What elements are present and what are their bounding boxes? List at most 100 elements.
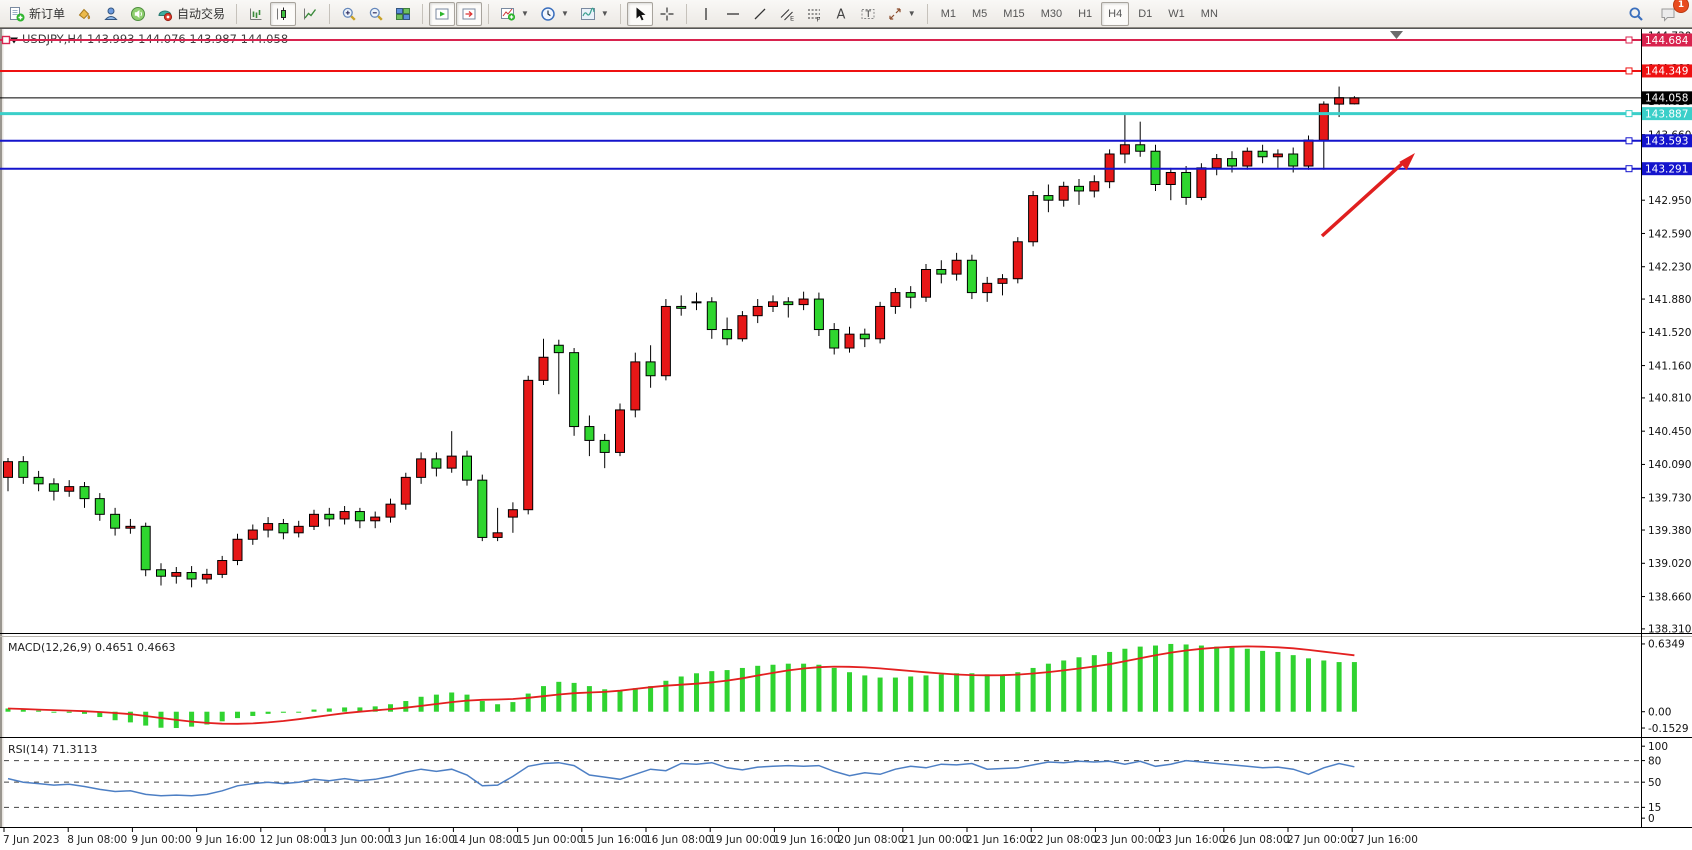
price-tick-label: 140.090 — [1648, 459, 1691, 471]
candle — [79, 481, 90, 508]
horizontal-line-object[interactable] — [0, 110, 1641, 118]
macd-bar — [724, 670, 730, 712]
auto-scroll-button[interactable] — [429, 1, 456, 26]
candle — [798, 291, 809, 311]
notification-badge[interactable]: 1 — [1673, 0, 1689, 13]
line-handle[interactable] — [1625, 110, 1633, 118]
timeframe-M5[interactable]: M5 — [965, 2, 994, 26]
trend-arrow-head[interactable] — [1399, 153, 1415, 171]
line-chart-icon — [304, 8, 317, 19]
candlestick-button[interactable] — [270, 1, 297, 26]
price-tag: 144.058 — [1642, 91, 1692, 105]
indicators-button[interactable]: ▼ — [495, 2, 534, 26]
toolbar-separator — [926, 3, 928, 24]
periods-button[interactable]: ▼ — [535, 2, 574, 26]
horizontal-line-object[interactable] — [0, 35, 1641, 45]
date-tick-label: 7 Jun 2023 — [3, 834, 59, 846]
text-button[interactable]: A — [828, 2, 854, 26]
timeframe-M30[interactable]: M30 — [1034, 2, 1069, 26]
bar-chart-button[interactable] — [243, 2, 269, 26]
channel-button[interactable]: E — [774, 2, 800, 26]
arrows-button[interactable]: ▼ — [882, 2, 921, 26]
macd-bar — [1076, 657, 1082, 712]
rsi-line — [7, 759, 1355, 797]
macd-bar — [143, 711, 149, 726]
horizontal-line-objects — [0, 35, 1641, 173]
timeframe-H1[interactable]: H1 — [1071, 2, 1099, 26]
date-tick-label: 19 Jun 16:00 — [773, 834, 840, 846]
date-tick-label: 21 Jun 16:00 — [966, 834, 1033, 846]
cursor-button[interactable] — [626, 1, 653, 26]
macd-bar — [1122, 648, 1128, 712]
horizontal-line-object[interactable] — [0, 67, 1641, 75]
chart-shift-marker[interactable] — [1390, 31, 1403, 39]
timeframe-MN[interactable]: MN — [1194, 2, 1225, 26]
macd-bar — [1107, 651, 1113, 712]
fibonacci-button[interactable]: F — [801, 2, 827, 26]
macd-bar — [847, 672, 852, 712]
line-handle[interactable] — [1, 35, 11, 45]
equidistant-channel-icon: E — [780, 8, 794, 22]
macd-bar — [82, 711, 87, 714]
price-tag: 143.887 — [1642, 107, 1692, 120]
date-axis[interactable]: 7 Jun 2023 8 Jun 08:00 9 Jun 00:00 9 Jun 16… — [3, 827, 1418, 846]
date-tick-label: 12 Jun 08:00 — [260, 834, 327, 846]
search-button[interactable] — [1623, 2, 1649, 26]
timeframe-W1[interactable]: W1 — [1161, 2, 1192, 26]
trendline-button[interactable] — [747, 2, 773, 26]
vertical-line-button[interactable] — [693, 2, 719, 26]
candle — [630, 352, 641, 418]
zoom-out-button[interactable] — [363, 2, 389, 26]
line-handle[interactable] — [1625, 36, 1633, 44]
trend-arrow-object[interactable] — [1320, 160, 1406, 238]
horizontal-line-object[interactable] — [0, 137, 1641, 145]
candle — [1058, 181, 1069, 207]
date-tick-label: 26 Jun 08:00 — [1223, 834, 1290, 846]
timeframe-M15[interactable]: M15 — [996, 2, 1031, 26]
candle — [400, 472, 411, 510]
tile-windows-button[interactable] — [390, 2, 416, 26]
templates-button[interactable]: ▼ — [575, 2, 614, 26]
crosshair-button[interactable] — [654, 2, 680, 26]
macd-bar — [785, 663, 791, 712]
macd-bar — [342, 707, 348, 712]
price-tick-label: 141.160 — [1648, 360, 1691, 372]
date-tick-label: 20 Jun 08:00 — [838, 834, 905, 846]
candle — [1043, 184, 1054, 213]
svg-text:143.593: 143.593 — [1645, 136, 1688, 148]
macd-bar — [1290, 655, 1296, 712]
auto-trading-button[interactable]: 自动交易 — [152, 2, 230, 26]
fibonacci-icon: F — [807, 9, 820, 22]
line-chart-button[interactable] — [297, 2, 323, 26]
chevron-down-icon: ▼ — [521, 9, 529, 18]
text-label-button[interactable]: T — [855, 2, 881, 26]
timeframe-H4[interactable]: H4 — [1101, 1, 1130, 26]
macd-bar — [1000, 674, 1005, 712]
candle — [201, 568, 212, 584]
macd-bar — [770, 664, 776, 712]
line-handle[interactable] — [1625, 137, 1633, 145]
macd-bar — [1168, 643, 1174, 712]
timeframe-D1[interactable]: D1 — [1131, 2, 1159, 26]
sounds-button[interactable] — [125, 2, 151, 26]
candle — [477, 474, 488, 542]
line-handle[interactable] — [1625, 165, 1633, 173]
timeframe-M1[interactable]: M1 — [934, 2, 963, 26]
macd-bar — [1198, 645, 1204, 712]
new-order-button[interactable]: 新订单 — [4, 2, 70, 26]
macd-bar — [296, 711, 302, 713]
zoom-in-button[interactable] — [336, 2, 362, 26]
candle — [1165, 167, 1176, 201]
price-tick-label: 139.020 — [1648, 558, 1691, 570]
candle — [385, 498, 396, 523]
date-tick-label: 9 Jun 00:00 — [131, 834, 191, 846]
horizontal-line-button[interactable] — [720, 2, 746, 26]
macd-bar — [235, 711, 240, 719]
price-axis[interactable]: 144.730144.380144.020143.660143.310142.9… — [1641, 31, 1692, 825]
profile-button[interactable] — [98, 2, 124, 26]
styler-button[interactable] — [71, 2, 97, 26]
line-handle[interactable] — [1625, 67, 1633, 75]
chart-shift-button[interactable] — [456, 1, 483, 26]
macd-bar — [204, 711, 210, 725]
horizontal-line-object[interactable] — [0, 165, 1641, 173]
